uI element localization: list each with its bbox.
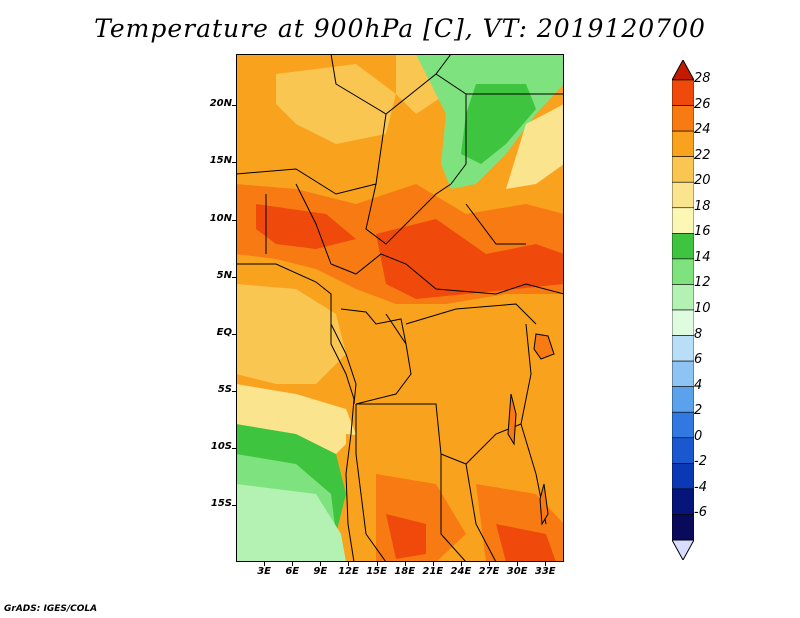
colorbar-level-label: -6 [694,505,707,521]
lon-tick-label: 6E [285,566,300,577]
lon-tick-mark [376,562,378,566]
colorbar-segment [671,411,695,439]
colorbar-level-label: 10 [694,301,711,316]
colorbar-level-label: 20 [694,173,711,189]
colorbar-level-label: 22 [694,147,711,163]
lon-tick-mark [292,562,294,566]
lon-tick-label: 18E [394,566,416,577]
colorbar-level-label: 26 [694,96,711,112]
colorbar-segment [671,284,695,311]
lat-tick-label: EQ [216,326,232,338]
chart-title: Temperature at 900hPa [C], VT: 201912070… [94,14,706,43]
great-lakes [507,333,555,526]
lat-tick-mark [232,333,236,335]
colorbar-segment [671,335,695,362]
lat-tick-mark [232,390,236,392]
colorbar-level-label: 2 [694,403,703,419]
lon-tick-label: 3E [257,566,271,577]
colorbar-segment [671,309,695,336]
map-canvas [235,53,565,563]
colorbar-segment [671,233,695,260]
colorbar-segment [671,105,695,132]
country-borders [235,53,565,563]
colorbar-level-label: 16 [694,224,711,240]
colorbar-graphic [671,58,695,562]
colorbar-segment [671,437,695,464]
lon-tick-mark [264,562,266,566]
lat-tick-label: 15S [210,497,232,509]
sahel-hot-core [376,219,564,299]
colorbar-bottom-arrow [671,539,695,562]
colorbar-level-label: 6 [694,352,703,368]
lat-tick-mark [232,219,236,221]
east-sahel-yellow [506,104,564,189]
colorbar-level-label: 8 [694,326,703,342]
lat-tick-mark [232,504,236,506]
sahara-cool-patch [276,64,396,144]
colorbar-segment [671,360,695,387]
colorbar-level-label: -2 [694,454,707,470]
lon-tick-label: 33E [534,566,556,577]
lake-victoria [533,333,555,360]
colorbar-level-label: -4 [694,479,707,495]
lon-tick-mark [489,562,491,566]
colorbar-segment [671,258,695,285]
lon-tick-mark [348,562,350,566]
lon-tick-label: 12E [338,566,359,577]
colorbar-level-label: 12 [694,275,711,291]
lat-tick-mark [232,162,236,164]
map-frame [236,54,564,562]
credit-text: GrADS: IGES/COLA [4,604,98,614]
colorbar-top-arrow [671,58,695,81]
lon-tick-label: 24E [450,566,472,577]
lake-tanganyika [507,393,517,446]
atlantic-pale-green [236,484,346,562]
colorbar-level-label: 0 [694,428,703,444]
lat-tick-mark [232,105,236,107]
lon-tick-mark [517,562,519,566]
colorbar [671,58,695,562]
colorbar-level-label: 14 [694,249,711,265]
lake-malawi [539,483,549,526]
south-hot-patch [386,514,426,559]
lat-tick-label: 10N [209,212,232,224]
lat-tick-mark [232,276,236,278]
colorbar-segment [671,207,695,234]
lon-tick-label: 27E [478,566,500,577]
lon-tick-label: 9E [313,566,328,577]
lon-tick-mark [404,562,406,566]
lon-tick-mark [320,562,322,566]
colorbar-level-label: 18 [694,198,711,214]
lon-tick-label: 15E [366,566,387,577]
lat-tick-mark [232,447,236,449]
coastline [236,263,355,563]
colorbar-level-label: 24 [694,122,711,138]
southeast-hot-patch [496,524,556,562]
lon-tick-label: 21E [422,566,444,577]
lon-tick-mark [545,562,547,566]
west-sahel-hot-core [256,204,356,249]
colorbar-level-label: 28 [694,71,711,86]
gulf-coast-field [236,284,346,384]
lat-tick-label: 20N [209,98,232,110]
lat-tick-label: 10S [210,440,232,452]
lat-tick-label: 5S [217,383,232,395]
temperature-map [235,53,565,563]
lat-tick-label: 5N [216,269,232,281]
colorbar-segment [671,156,695,183]
northeast-dark-green [461,84,536,164]
colorbar-segment [671,130,695,157]
colorbar-segment [671,488,695,515]
colorbar-segment [671,514,695,541]
colorbar-segment [671,463,695,490]
lon-tick-mark [460,562,462,566]
colorbar-level-label: 4 [694,377,703,393]
colorbar-segment [671,181,695,209]
lon-tick-mark [432,562,434,566]
lat-tick-label: 15N [209,155,232,167]
colorbar-segment [671,79,695,106]
lon-tick-label: 30E [506,566,528,577]
colorbar-segment [671,386,695,413]
